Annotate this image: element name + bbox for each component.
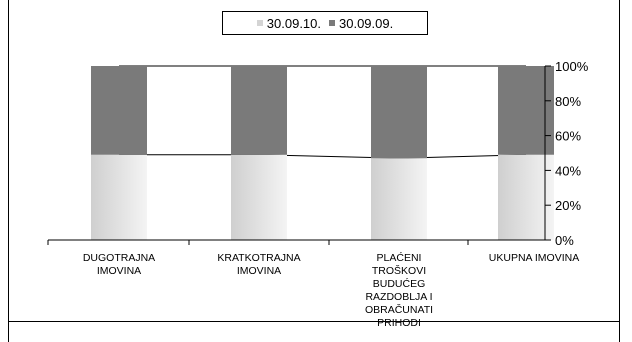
y-tick-label-3: 40% (555, 163, 581, 178)
x-label-2-line-1: KRATKOTRAJNA (217, 252, 300, 264)
x-label-1-line-2: IMOVINA (97, 265, 141, 277)
x-label-2-line-2: IMOVINA (237, 265, 281, 277)
y-tick-label-1: 0% (555, 233, 574, 248)
x-label-2: KRATKOTRAJNA IMOVINA (217, 252, 300, 277)
bar-2-4 (498, 66, 554, 155)
x-label-3-line-3: BUDUĆEG (373, 277, 426, 290)
x-label-3-line-5: OBRAČUNATI (365, 303, 433, 316)
series-lines (119, 65, 527, 159)
legend-item-series-1: 30.09.10. (256, 15, 321, 31)
bar-1-3 (371, 158, 427, 240)
y-tick-label-6: 100% (555, 59, 589, 74)
legend-item-series-2: 30.09.09. (329, 16, 393, 31)
chart-frame (8, 0, 620, 342)
x-label-3-line-6: PRIHODI (377, 317, 421, 329)
bar-1-4 (498, 154, 554, 240)
x-label-1-line-1: DUGOTRAJNA (83, 252, 155, 264)
x-label-3-line-2: TROŠKOVI (372, 264, 426, 277)
legend-swatch-series-1 (256, 20, 263, 26)
x-label-4: UKUPNA IMOVINA (489, 252, 579, 264)
bar-2-3 (371, 66, 427, 159)
legend-label-series-1: 30.09.10. (266, 15, 321, 31)
y-tick-label-5: 80% (555, 94, 581, 109)
x-label-1: DUGOTRAJNA IMOVINA (83, 252, 155, 277)
x-label-4-line-1: UKUPNA IMOVINA (489, 252, 579, 264)
chart-legend: 30.09.10. 30.09.09. (222, 11, 428, 35)
bar-1-2 (231, 154, 287, 240)
legend-swatch-series-2 (329, 20, 335, 26)
frame-bottom-line (9, 321, 619, 322)
bar-1-1 (91, 154, 147, 240)
bars (91, 66, 554, 240)
y-tick-label-2: 20% (555, 198, 581, 213)
x-label-3-line-4: RAZDOBLJA I (365, 291, 432, 303)
x-label-3-line-1: PLAĆENI (377, 251, 422, 264)
series-line-1 (119, 154, 527, 159)
x-label-3: PLAĆENI TROŠKOVI BUDUĆEG RAZDOBLJA I OBRAČUN… (365, 251, 433, 329)
legend-label-series-2: 30.09.09. (339, 15, 394, 31)
bar-2-2 (231, 66, 287, 155)
bar-2-1 (91, 66, 147, 155)
y-axis: 0% 20% 40% 60% 80% 100% (47, 59, 589, 248)
y-tick-label-4: 60% (555, 129, 581, 144)
